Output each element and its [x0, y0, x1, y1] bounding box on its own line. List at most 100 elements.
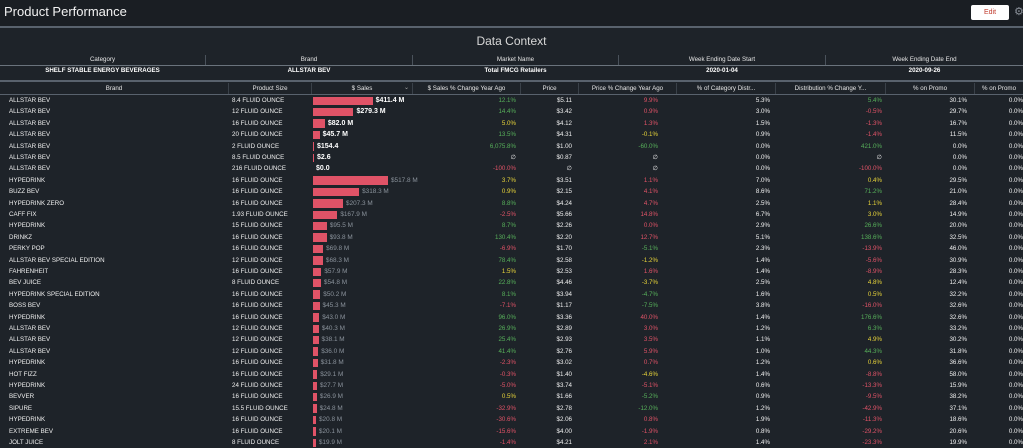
- table-row[interactable]: HYPEDRINK 16 FLUID OUNCE $31.8 M -2.3% $3.02…: [0, 357, 1023, 368]
- gear-icon[interactable]: ⚙: [1014, 6, 1023, 18]
- table-row[interactable]: BEVVER 16 FLUID OUNCE $26.9 M 0.5% $1.66 -5.2…: [0, 391, 1023, 402]
- price-yago-cell: -7.5%: [641, 302, 658, 310]
- brand-cell: EXTREME BEV: [9, 427, 54, 435]
- promo-2-cell: 0.0%: [1008, 268, 1023, 275]
- price-yago-cell: -1.2%: [641, 256, 658, 264]
- sales-value-label: $318.3 M: [362, 188, 389, 196]
- table-row[interactable]: ALLSTAR BEV 16 FLUID OUNCE $82.0 M 5.0% $4.1…: [0, 118, 1023, 129]
- column-header-price[interactable]: Price: [521, 83, 579, 94]
- category-dist-cell: 1.4%: [755, 439, 770, 446]
- table-row[interactable]: ALLSTAR BEV 12 FLUID OUNCE $38.1 M 25.4% $2.…: [0, 334, 1023, 345]
- table-row[interactable]: FAHRENHEIT 16 FLUID OUNCE $57.9 M 1.5% $2.53…: [0, 266, 1023, 277]
- table-row[interactable]: HYPEDRINK 16 FLUID OUNCE $20.8 M -30.6% $2.0…: [0, 414, 1023, 425]
- product-size-cell: 16 FLUID OUNCE: [232, 268, 283, 275]
- table-row[interactable]: HOT FIZZ 16 FLUID OUNCE $29.1 M -0.3% $1.40 -…: [0, 369, 1023, 380]
- table-row[interactable]: BUZZ BEV 16 FLUID OUNCE $318.3 M 0.9% $2.15 4…: [0, 186, 1023, 197]
- promo-2-cell: 0.0%: [1008, 188, 1023, 196]
- product-size-cell: 16 FLUID OUNCE: [232, 393, 283, 401]
- column-header-price-yago[interactable]: Price % Change Year Ago: [579, 83, 677, 94]
- dist-change-cell: 4.8%: [867, 279, 882, 287]
- sales-bar: [313, 153, 314, 162]
- table-row[interactable]: DRINKZ 16 FLUID OUNCE $93.8 M 130.4% $2.20 12…: [0, 232, 1023, 243]
- table-row[interactable]: ALLSTAR BEV 2 FLUID OUNCE $154.4 6,075.8% $1…: [0, 141, 1023, 152]
- product-size-cell: 16 FLUID OUNCE: [232, 427, 283, 435]
- column-header-promo-2[interactable]: % on Promo: [981, 85, 1017, 92]
- product-size-cell: 16 FLUID OUNCE: [232, 359, 283, 367]
- promo-cell: 16.7%: [949, 119, 967, 127]
- sales-value-label: $207.3 M: [346, 199, 373, 207]
- table-row[interactable]: HYPEDRINK SPECIAL EDITION 16 FLUID OUNCE $…: [0, 289, 1023, 300]
- category-dist-cell: 0.0%: [755, 154, 770, 161]
- table-row[interactable]: BEV JUICE 8 FLUID OUNCE $54.8 M 22.8% $4.46 -…: [0, 277, 1023, 288]
- table-row[interactable]: CAFF FIX 1.93 FLUID OUNCE $167.9 M -2.5% $5.…: [0, 209, 1023, 220]
- edit-button[interactable]: Edit: [971, 5, 1009, 20]
- table-row[interactable]: ALLSTAR BEV 8.5 FLUID OUNCE $2.6 ∅ $0.87 ∅ 0.0…: [0, 152, 1023, 163]
- table-row[interactable]: ALLSTAR BEV 20 FLUID OUNCE $45.7 M 13.5% $4.…: [0, 129, 1023, 140]
- brand-cell: HYPEDRINK SPECIAL EDITION: [9, 290, 100, 298]
- table-row[interactable]: HYPEDRINK ZERO 16 FLUID OUNCE $207.3 M 8.8%…: [0, 198, 1023, 209]
- dist-change-cell: 3.0%: [867, 211, 882, 218]
- sales-value-label: $69.8 M: [326, 245, 350, 253]
- dist-change-cell: -8.8%: [865, 370, 882, 378]
- brand-cell: ALLSTAR BEV SPECIAL EDITION: [9, 256, 105, 264]
- category-dist-cell: 1.5%: [755, 119, 770, 127]
- sales-value-label: $36.0 M: [321, 347, 345, 355]
- product-size-cell: 16 FLUID OUNCE: [232, 313, 283, 321]
- column-header-dist-change[interactable]: Distribution % Change Y...: [776, 83, 886, 94]
- column-header-sales-yago[interactable]: $ Sales % Change Year Ago: [413, 83, 521, 94]
- product-size-cell: 12 FLUID OUNCE: [232, 336, 283, 344]
- sales-yago-cell: 5.0%: [501, 119, 516, 127]
- column-header-sales[interactable]: $ Sales ⌄: [312, 83, 413, 94]
- category-dist-cell: 2.5%: [755, 279, 770, 287]
- table-row[interactable]: JOLT JUICE 8 FLUID OUNCE $19.9 M -1.4% $4.21…: [0, 437, 1023, 448]
- price-yago-cell: 0.7%: [643, 359, 658, 367]
- brand-cell: ALLSTAR BEV: [9, 325, 51, 332]
- table-row[interactable]: BOSS BEV 16 FLUID OUNCE $45.3 M -7.1% $1.17 -…: [0, 300, 1023, 311]
- sales-value-label: $68.3 M: [325, 256, 349, 264]
- promo-2-cell: 0.0%: [1008, 382, 1023, 389]
- brand-cell: HYPEDRINK: [9, 416, 46, 424]
- sort-desc-icon[interactable]: ⌄: [403, 85, 409, 91]
- sales-value-label: $0.0: [316, 165, 330, 173]
- table-row[interactable]: HYPEDRINK 15 FLUID OUNCE $95.5 M 8.7% $2.26 0…: [0, 220, 1023, 231]
- sales-bar: [313, 187, 360, 197]
- sales-yago-cell: 22.8%: [498, 279, 516, 287]
- price-yago-cell: -4.6%: [641, 370, 658, 378]
- table-row[interactable]: ALLSTAR BEV 12 FLUID OUNCE $40.3 M 26.9% $2.…: [0, 323, 1023, 334]
- column-header-promo[interactable]: % on Promo: [886, 83, 975, 94]
- brand-cell: JOLT JUICE: [9, 439, 44, 446]
- column-header-category-dist[interactable]: % of Category Distr...: [677, 83, 776, 94]
- product-size-cell: 8.5 FLUID OUNCE: [232, 154, 285, 161]
- price-cell: $3.36: [556, 313, 572, 321]
- sales-yago-cell: 3.7%: [501, 176, 516, 184]
- sales-value-label: $2.6: [317, 154, 331, 161]
- table-row[interactable]: ALLSTAR BEV 216 FLUID OUNCE $0.0 -100.0% ∅ ∅ 0…: [0, 163, 1023, 174]
- table-row[interactable]: HYPEDRINK 16 FLUID OUNCE $517.8 M 3.7% $3.51…: [0, 175, 1023, 186]
- sales-yago-cell: 14.4%: [498, 108, 516, 116]
- table-row[interactable]: SIPURE 15.5 FLUID OUNCE $24.8 M -32.9% $2.78…: [0, 403, 1023, 414]
- dist-change-cell: 44.3%: [864, 347, 882, 355]
- price-yago-cell: 4.7%: [643, 199, 658, 207]
- category-dist-cell: 1.0%: [755, 347, 770, 355]
- product-size-cell: 216 FLUID OUNCE: [232, 165, 286, 173]
- context-value-date-end: 2020-09-26: [908, 67, 941, 74]
- price-yago-cell: 5.9%: [643, 347, 658, 355]
- promo-cell: 11.5%: [949, 131, 967, 139]
- table-row[interactable]: ALLSTAR BEV 12 FLUID OUNCE $279.3 M 14.4% $3…: [0, 106, 1023, 117]
- table-row[interactable]: HYPEDRINK 24 FLUID OUNCE $27.7 M -5.0% $3.74…: [0, 380, 1023, 391]
- table-row[interactable]: ALLSTAR BEV 12 FLUID OUNCE $36.0 M 41.4% $2.…: [0, 346, 1023, 357]
- price-cell: $2.78: [556, 404, 572, 412]
- column-header-brand[interactable]: Brand: [0, 83, 229, 94]
- sales-yago-cell: 0.9%: [501, 188, 516, 196]
- table-row[interactable]: EXTREME BEV 16 FLUID OUNCE $20.1 M -15.6% $4…: [0, 426, 1023, 437]
- column-header-size[interactable]: Product Size: [229, 83, 312, 94]
- table-row[interactable]: ALLSTAR BEV 8.4 FLUID OUNCE $411.4 M 12.1% $…: [0, 95, 1023, 106]
- sales-bar: [313, 199, 344, 208]
- table-row[interactable]: HYPEDRINK 16 FLUID OUNCE $43.0 M 96.0% $3.36…: [0, 312, 1023, 323]
- brand-cell: ALLSTAR BEV: [9, 108, 51, 116]
- brand-cell: FAHRENHEIT: [9, 268, 49, 275]
- category-dist-cell: 5.3%: [755, 97, 770, 104]
- table-row[interactable]: ALLSTAR BEV SPECIAL EDITION 12 FLUID OUNC…: [0, 255, 1023, 266]
- table-row[interactable]: PERKY POP 16 FLUID OUNCE $69.8 M -6.9% $1.70…: [0, 243, 1023, 254]
- brand-cell: ALLSTAR BEV: [9, 131, 51, 139]
